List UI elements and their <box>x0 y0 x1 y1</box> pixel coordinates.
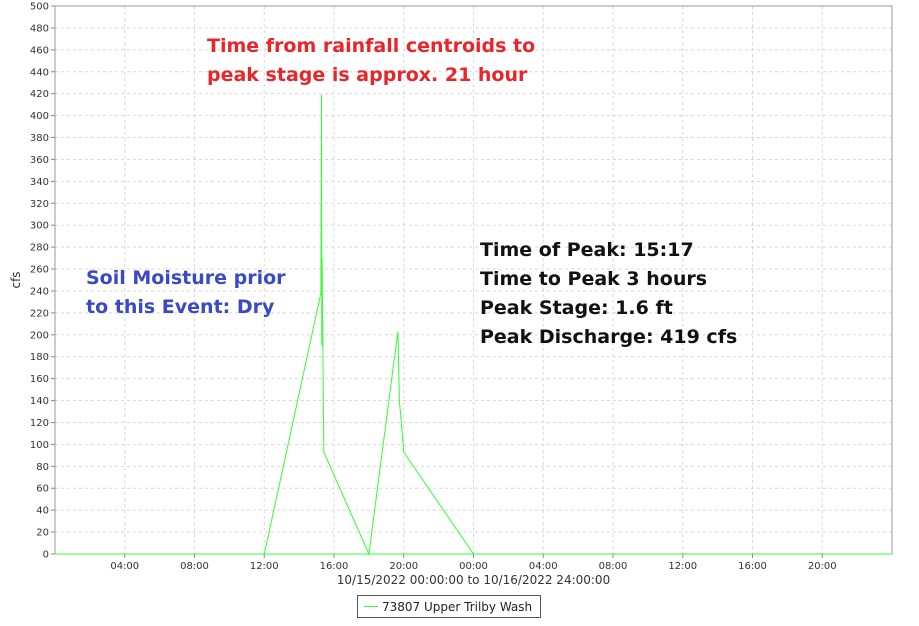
x-tick-label: 12:00 <box>250 561 279 572</box>
x-axis-title: 10/15/2022 00:00:00 to 10/16/2022 24:00:… <box>337 573 610 587</box>
x-tick-label: 20:00 <box>808 561 837 572</box>
y-tick-label: 480 <box>30 23 49 34</box>
y-tick-label: 20 <box>36 528 49 539</box>
legend-swatch <box>364 606 378 607</box>
x-tick-label: 16:00 <box>320 561 349 572</box>
x-tick-label: 16:00 <box>738 561 767 572</box>
x-tick-label: 08:00 <box>180 561 209 572</box>
y-tick-label: 460 <box>30 45 49 56</box>
y-tick-label: 200 <box>30 330 49 341</box>
x-tick-label: 04:00 <box>110 561 139 572</box>
y-tick-label: 400 <box>30 111 49 122</box>
y-tick-label: 240 <box>30 286 49 297</box>
y-tick-label: 260 <box>30 265 49 276</box>
y-tick-label: 440 <box>30 67 49 78</box>
y-axis-title: cfs <box>9 271 23 288</box>
y-tick-label: 120 <box>30 418 49 429</box>
series-line <box>263 94 474 556</box>
y-tick-label: 60 <box>36 484 49 495</box>
x-tick-label: 20:00 <box>389 561 418 572</box>
y-tick-label: 340 <box>30 177 49 188</box>
peak-info-annotation: Time of Peak: 15:17 Time to Peak 3 hours… <box>480 239 738 348</box>
y-tick-label: 320 <box>30 199 49 210</box>
y-tick-label: 300 <box>30 221 49 232</box>
centroid-annotation: Time from rainfall centroids to peak sta… <box>207 35 536 86</box>
y-tick-label: 40 <box>36 506 49 517</box>
soil-moisture-annotation: Soil Moisture prior to this Event: Dry <box>86 267 286 318</box>
y-tick-label: 380 <box>30 133 49 144</box>
y-tick-label: 140 <box>30 396 49 407</box>
y-tick-label: 180 <box>30 352 49 363</box>
y-tick-label: 0 <box>43 550 49 561</box>
y-tick-label: 80 <box>36 462 49 473</box>
y-tick-label: 100 <box>30 440 49 451</box>
y-tick-label: 280 <box>30 243 49 254</box>
chart-legend: 73807 Upper Trilby Wash <box>357 595 541 618</box>
legend-label: 73807 Upper Trilby Wash <box>382 599 533 614</box>
y-tick-label: 420 <box>30 89 49 100</box>
x-tick-label: 04:00 <box>529 561 558 572</box>
x-tick-label: 00:00 <box>459 561 488 572</box>
x-tick-label: 12:00 <box>668 561 697 572</box>
y-tick-label: 160 <box>30 374 49 385</box>
y-tick-label: 220 <box>30 308 49 319</box>
y-tick-label: 500 <box>30 2 49 13</box>
x-tick-label: 08:00 <box>599 561 628 572</box>
y-tick-label: 360 <box>30 155 49 166</box>
